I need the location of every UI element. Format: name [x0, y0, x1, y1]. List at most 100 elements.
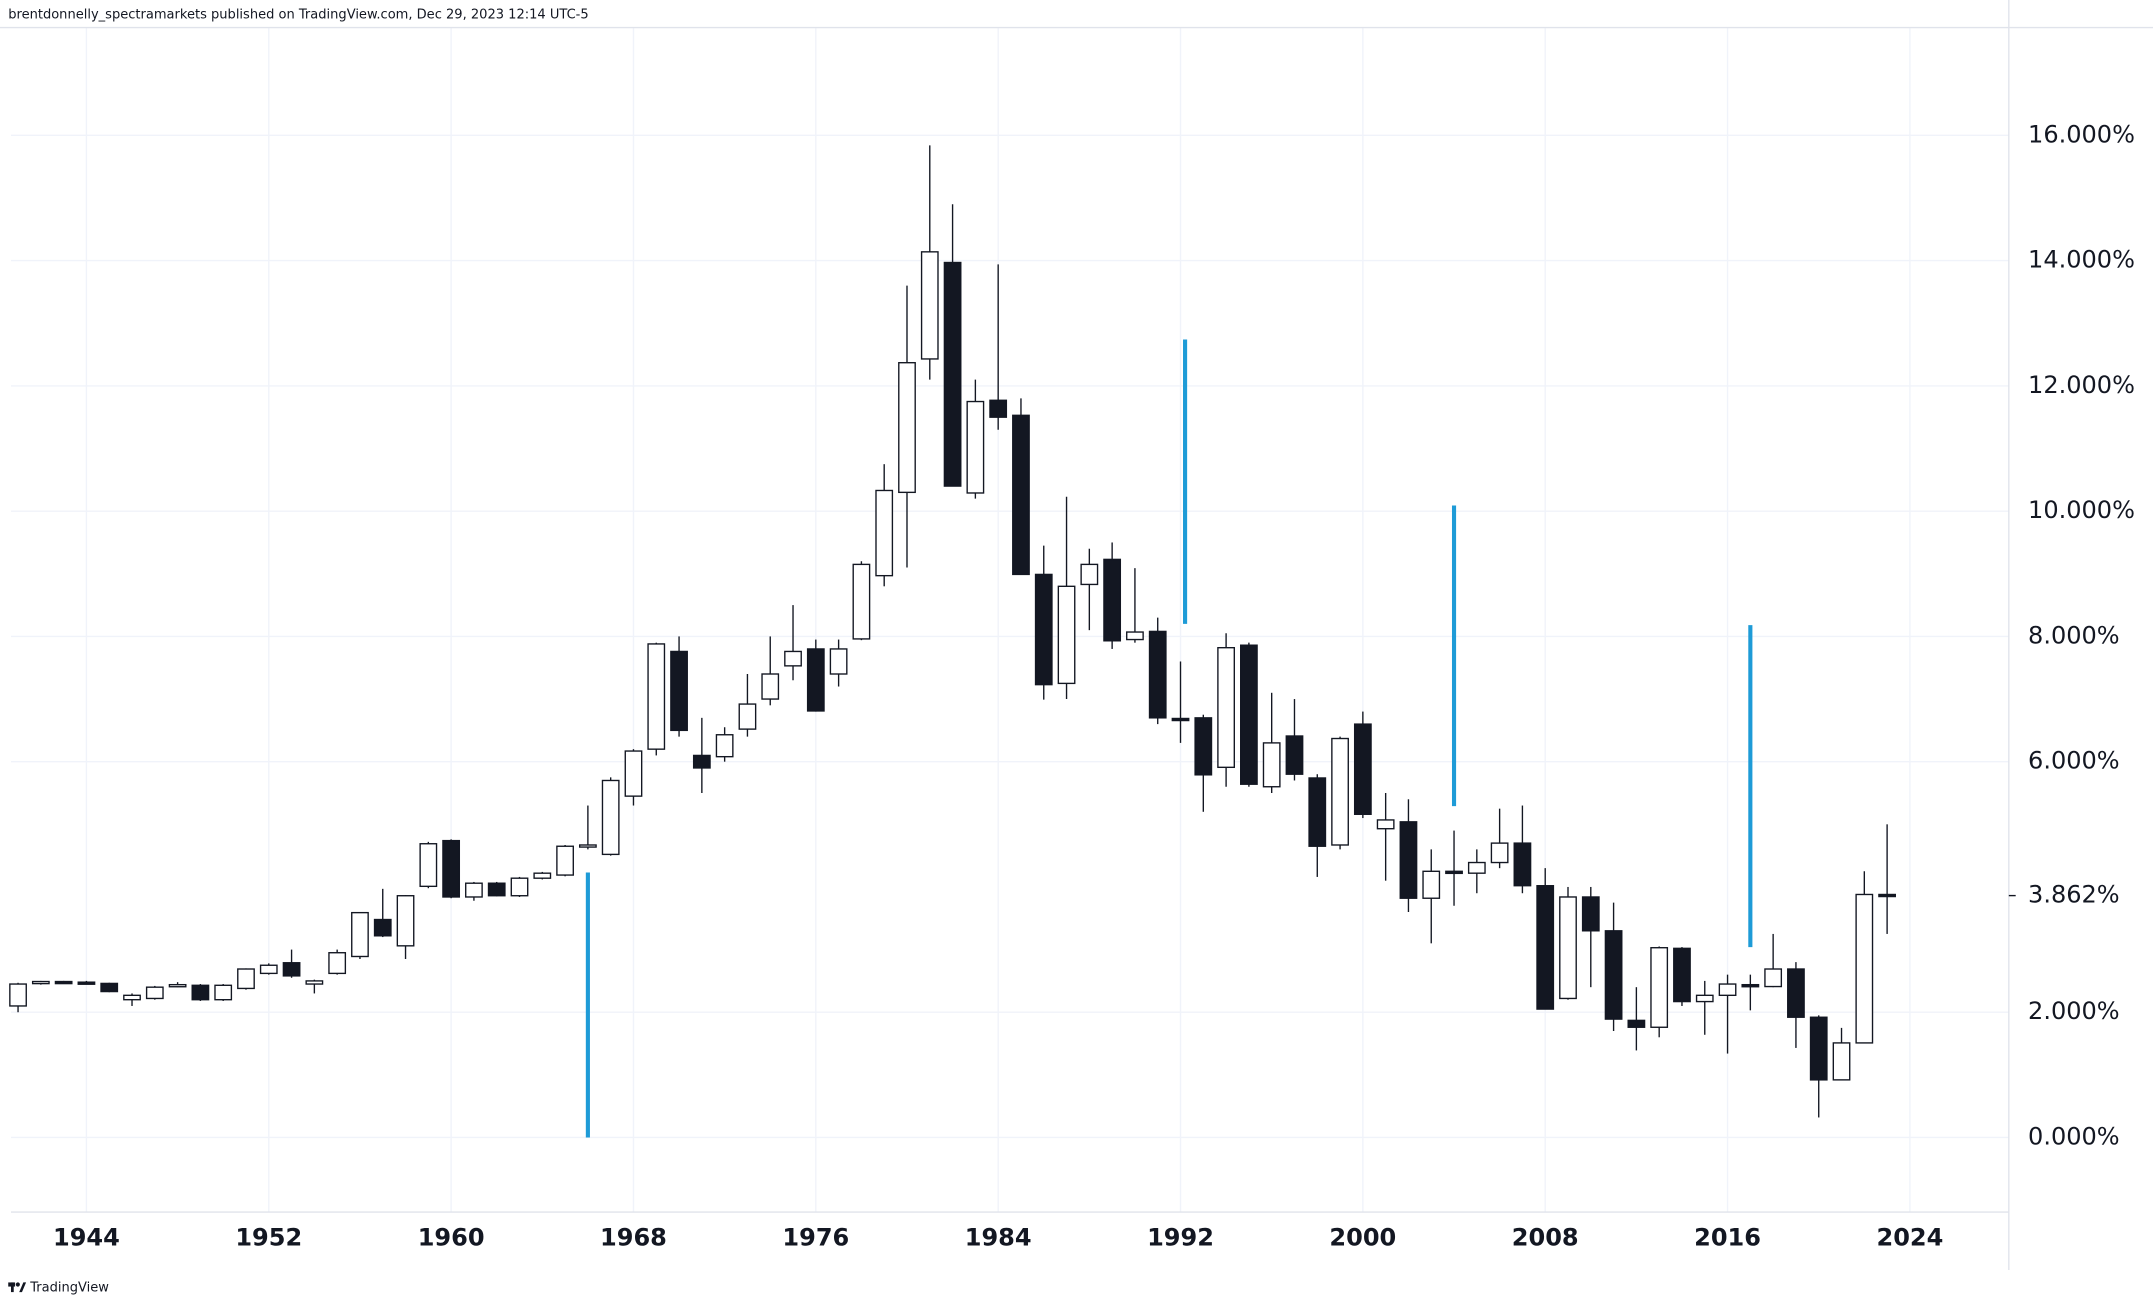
- candle-body: [373, 918, 392, 937]
- x-tick-label: 1992: [1147, 1223, 1214, 1251]
- candle-body: [692, 754, 711, 769]
- candle-body: [943, 261, 962, 487]
- candle-body: [145, 986, 164, 1000]
- candle-body: [1080, 563, 1099, 586]
- x-tick-label: 1960: [418, 1223, 485, 1251]
- candle-body: [1878, 893, 1897, 898]
- x-tick-label: 1984: [965, 1223, 1032, 1251]
- candle-body: [1718, 983, 1737, 997]
- candle-body: [761, 673, 780, 700]
- candle-body: [510, 877, 529, 897]
- candle-body: [1103, 558, 1122, 642]
- y-tick-label: 2.000%: [2028, 997, 2120, 1025]
- candle-body: [738, 703, 757, 730]
- candle-body: [396, 895, 415, 947]
- candle-body: [1832, 1042, 1851, 1081]
- candle-body: [1513, 842, 1532, 887]
- candle-body: [419, 843, 438, 888]
- y-tick-label: 0.000%: [2028, 1122, 2120, 1150]
- x-tick-label: 1968: [600, 1223, 667, 1251]
- candle-body: [351, 911, 369, 958]
- candle-body: [989, 399, 1008, 418]
- candle-body: [442, 839, 461, 898]
- candle-body: [259, 964, 278, 975]
- plot: [9, 145, 1897, 1138]
- x-tick-label: 2024: [1876, 1223, 1943, 1251]
- candle-body: [875, 489, 894, 577]
- candle-body: [1581, 896, 1600, 932]
- candle-body: [1650, 947, 1669, 1028]
- candle-body: [1490, 842, 1509, 864]
- candle-body: [305, 980, 324, 985]
- candle-body: [806, 648, 825, 712]
- candle-body: [1604, 930, 1623, 1020]
- candle-body: [898, 362, 916, 494]
- candle-body: [578, 844, 597, 848]
- candle-body: [1285, 735, 1304, 775]
- x-tick-label: 2016: [1694, 1223, 1761, 1251]
- candle-body: [1217, 647, 1235, 769]
- tradingview-logo: [8, 1282, 27, 1293]
- x-tick-label: 1952: [235, 1223, 302, 1251]
- candle-body: [282, 962, 301, 977]
- candle-body: [1126, 631, 1144, 641]
- y-tick-label: 14.000%: [2028, 246, 2135, 274]
- candle-body: [647, 643, 666, 750]
- y-tick-label: 6.000%: [2028, 747, 2120, 775]
- candle-body: [465, 882, 483, 898]
- x-tick-label: 1976: [782, 1223, 849, 1251]
- candle-body: [1057, 585, 1076, 685]
- candle-body: [852, 563, 871, 640]
- y-tick-label: 16.000%: [2028, 120, 2135, 148]
- candle-body: [670, 650, 688, 732]
- candle-body: [556, 845, 574, 876]
- y-tick-label: 12.000%: [2028, 371, 2135, 399]
- candle-body: [1353, 723, 1372, 815]
- last-price-box: [2011, 876, 2149, 915]
- candle-body: [191, 984, 210, 1001]
- candle-body: [784, 650, 802, 667]
- candle-body: [31, 980, 50, 985]
- candle-body: [1240, 644, 1258, 785]
- grid: [10, 27, 2009, 1213]
- candle-body: [966, 400, 985, 494]
- candle-body: [533, 872, 552, 879]
- footer-brand: TradingView: [29, 1280, 109, 1295]
- x-tick-label: 2008: [1512, 1223, 1579, 1251]
- candle-body: [9, 983, 27, 1007]
- candle-body: [1855, 893, 1874, 1044]
- last-price-label: 3.862%: [2028, 881, 2120, 909]
- axes: 0.000% 2.000% 6.000% 8.000% 10.000% 12.000% 14…: [53, 120, 2149, 1251]
- y-tick-label: 10.000%: [2028, 496, 2135, 524]
- candle-body: [1194, 717, 1213, 776]
- candle-body: [168, 983, 187, 988]
- candle-body: [1308, 777, 1327, 847]
- y-tick-label: 8.000%: [2028, 621, 2120, 649]
- candle-body: [1171, 717, 1190, 722]
- candle-body: [1673, 947, 1691, 1003]
- candle-body: [1787, 968, 1805, 1018]
- candle-body: [1399, 821, 1418, 899]
- candle-body: [1467, 861, 1486, 874]
- candle-body: [100, 982, 119, 993]
- candle-body: [1559, 896, 1577, 1000]
- candle-body: [54, 980, 73, 985]
- candle-body: [920, 251, 939, 360]
- candle-body: [1445, 870, 1463, 875]
- candle-body: [1764, 968, 1783, 988]
- x-tick-label: 1944: [53, 1223, 120, 1251]
- candle-body: [624, 750, 643, 797]
- candle-body: [1262, 742, 1281, 788]
- candle-body: [237, 968, 255, 990]
- candle-body: [77, 981, 96, 985]
- candle-body: [829, 648, 848, 675]
- candle-body: [601, 779, 620, 856]
- candle-body: [715, 734, 734, 758]
- candle-body: [487, 882, 506, 897]
- x-tick-label: 2000: [1329, 1223, 1396, 1251]
- candle-body: [1695, 994, 1714, 1003]
- candle-body: [1627, 1019, 1646, 1028]
